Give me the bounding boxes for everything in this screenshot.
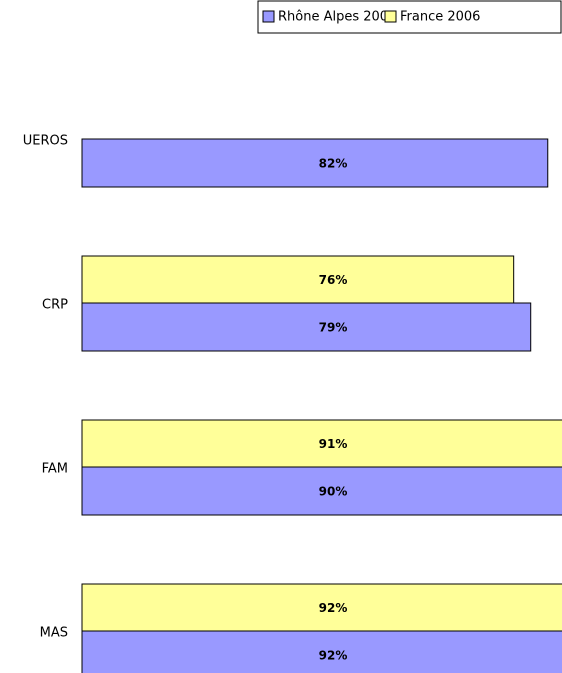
legend-swatch — [262, 10, 275, 23]
bar — [81, 630, 562, 673]
value-label: 79% — [319, 321, 348, 335]
legend-box — [257, 0, 562, 34]
y-tick-label: CRP — [42, 298, 68, 313]
y-tick-label: FAM — [42, 462, 68, 477]
value-label: 76% — [319, 273, 348, 287]
value-label: 90% — [319, 485, 348, 499]
bar — [81, 466, 562, 516]
bar — [81, 419, 562, 468]
bar — [81, 138, 549, 188]
value-label: 92% — [319, 601, 348, 615]
bar — [81, 583, 562, 632]
legend-swatch — [384, 10, 397, 23]
y-tick-label: UEROS — [23, 134, 68, 149]
bar — [81, 255, 515, 304]
value-label: 91% — [319, 437, 348, 451]
y-tick-label: MAS — [40, 626, 68, 641]
legend-label: France 2006 — [400, 10, 480, 25]
bar — [81, 302, 532, 352]
value-label: 82% — [319, 157, 348, 171]
legend-label: Rhône Alpes 2007 — [278, 10, 396, 25]
value-label: 92% — [319, 649, 348, 663]
